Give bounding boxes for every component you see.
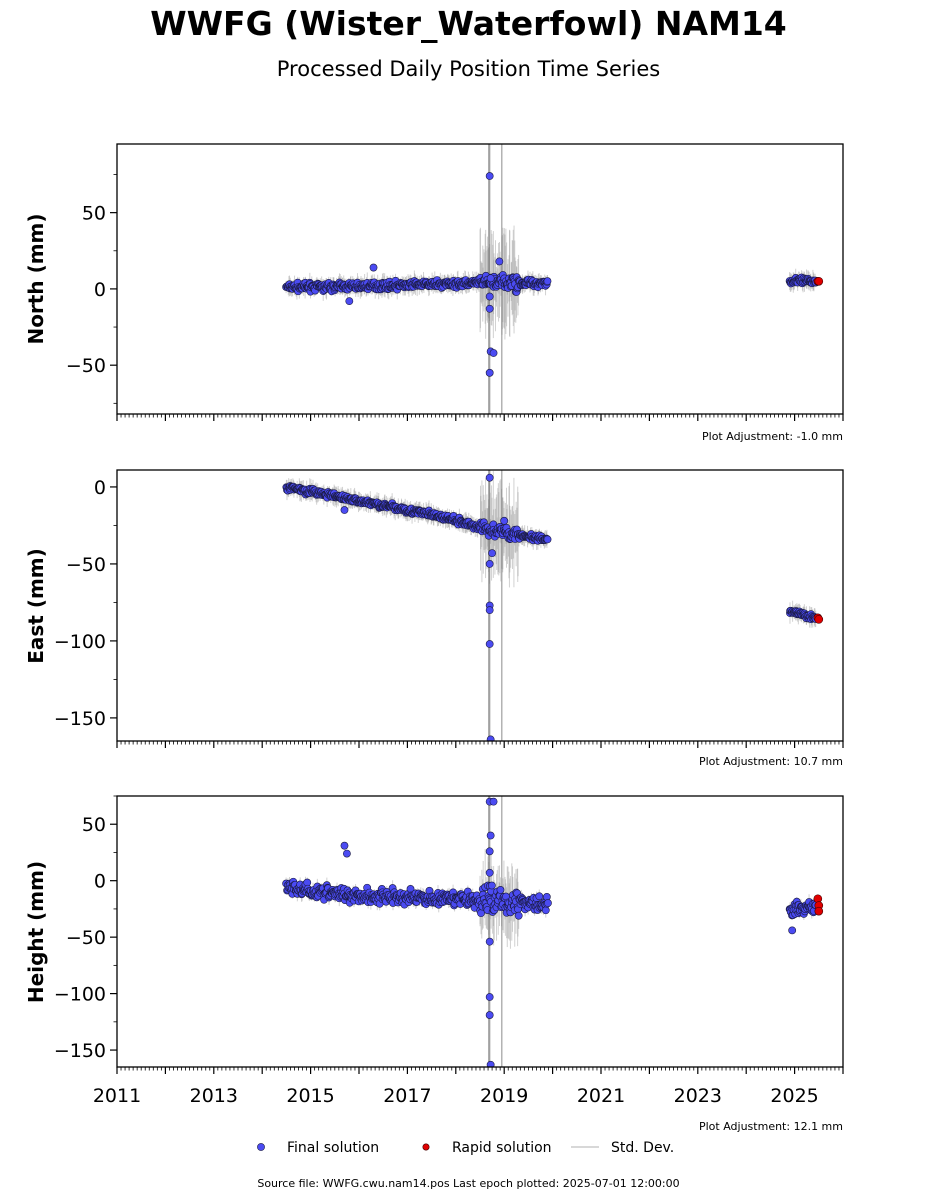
- y-tick-label: −150: [54, 1040, 106, 1062]
- y-axis-label: East (mm): [24, 548, 48, 664]
- final-point: [543, 277, 552, 286]
- final-point: [544, 899, 552, 907]
- y-ticks: [110, 486, 117, 719]
- y-tick-label: 0: [94, 279, 106, 301]
- axes-frame: [116, 795, 844, 1068]
- final-point: [342, 849, 351, 858]
- y-tick-label: 50: [82, 203, 106, 225]
- y-axis-label: Height (mm): [24, 861, 48, 1003]
- legend: Final solution Rapid solution Std. Dev.: [257, 1140, 674, 1156]
- final-point: [535, 892, 544, 901]
- y-tick-label: −100: [54, 631, 106, 653]
- x-tick-label: 2013: [190, 1085, 238, 1107]
- legend-swatch-final: [257, 1143, 265, 1151]
- panel-2: 0 −50 −100 −150 East (mm) Plot Adjustment: 10…: [24, 469, 844, 768]
- legend-label: Rapid solution: [452, 1140, 552, 1156]
- panel-3: 50 0 −50 −100 −150 2011 2013 2015 2017 2019 2021 20…: [24, 795, 844, 1133]
- final-point: [541, 906, 550, 915]
- panel-1: 50 0 −50 North (mm) Plot Adjustment: -1.0 mm: [24, 143, 844, 443]
- y-tick-label: −100: [54, 984, 106, 1006]
- final-point: [485, 1011, 494, 1019]
- plot-adjustment-label: Plot Adjustment: 10.7 mm: [699, 755, 843, 768]
- y-tick-label: −50: [66, 927, 106, 949]
- final-point: [500, 516, 509, 525]
- y-tick-label: 0: [94, 871, 106, 893]
- final-point: [485, 292, 494, 301]
- legend-swatch-rapid: [422, 1143, 430, 1151]
- final-point: [496, 886, 505, 894]
- plot-area: [282, 470, 824, 741]
- x-tick-label: 2021: [577, 1085, 625, 1107]
- plot-area: [282, 796, 824, 1067]
- final-solution-points: [282, 172, 820, 377]
- final-point: [340, 506, 349, 514]
- plot-adjustment-label: Plot Adjustment: -1.0 mm: [702, 430, 843, 443]
- rapid-point: [814, 276, 824, 286]
- std-dev-bars: [285, 144, 817, 414]
- final-point: [485, 868, 494, 877]
- final-point: [485, 368, 494, 377]
- final-point: [488, 549, 496, 558]
- chart-subtitle: Processed Daily Position Time Series: [276, 57, 661, 81]
- y-tick-label: −50: [66, 554, 106, 576]
- final-point: [489, 349, 498, 357]
- final-point: [514, 911, 523, 920]
- plot-area: [282, 144, 824, 414]
- legend-label: Std. Dev.: [611, 1140, 674, 1156]
- final-point: [485, 304, 494, 313]
- final-solution-points: [282, 797, 820, 1067]
- final-point: [495, 257, 504, 266]
- final-point: [369, 263, 378, 272]
- x-tick-label: 2011: [93, 1085, 141, 1107]
- final-point: [477, 909, 485, 918]
- final-point: [489, 797, 498, 806]
- final-point: [485, 606, 494, 615]
- x-tick-label: 2017: [383, 1085, 431, 1107]
- plot-adjustment-label: Plot Adjustment: 12.1 mm: [699, 1120, 843, 1133]
- final-point: [486, 1060, 495, 1067]
- final-solution-points: [282, 473, 820, 741]
- final-point: [340, 841, 349, 850]
- std-dev-bars: [285, 796, 817, 1067]
- final-point: [486, 831, 495, 840]
- final-point: [485, 847, 494, 856]
- x-ticks: [116, 741, 844, 748]
- final-point: [485, 937, 494, 946]
- final-point: [485, 172, 494, 180]
- final-point: [486, 735, 495, 741]
- final-point: [345, 297, 354, 306]
- final-point: [543, 535, 552, 544]
- x-ticks: [116, 1067, 844, 1074]
- final-point: [485, 473, 494, 482]
- final-point: [788, 926, 797, 935]
- final-point: [485, 640, 494, 648]
- y-tick-label: −50: [66, 355, 106, 377]
- x-tick-label: 2015: [286, 1085, 334, 1107]
- chart-title: WWFG (Wister_Waterfowl) NAM14: [150, 4, 787, 43]
- y-tick-label: −150: [54, 708, 106, 730]
- y-axis-label: North (mm): [24, 213, 48, 344]
- source-caption: Source file: WWFG.cwu.nam14.pos Last epo…: [257, 1177, 680, 1190]
- final-point: [485, 560, 494, 568]
- x-tick-label: 2023: [674, 1085, 722, 1107]
- final-point: [485, 993, 494, 1001]
- y-tick-label: 0: [94, 477, 106, 499]
- x-ticks: [116, 414, 844, 421]
- y-ticks: [110, 174, 117, 404]
- final-point: [487, 881, 496, 890]
- rapid-point: [814, 615, 824, 624]
- std-dev-bars: [285, 470, 817, 741]
- y-tick-label: 50: [82, 814, 106, 836]
- y-ticks: [110, 795, 117, 1051]
- x-tick-label: 2019: [480, 1085, 528, 1107]
- rapid-point: [814, 906, 824, 916]
- x-tick-label: 2025: [770, 1085, 818, 1107]
- legend-label: Final solution: [287, 1140, 379, 1156]
- final-point: [486, 274, 495, 283]
